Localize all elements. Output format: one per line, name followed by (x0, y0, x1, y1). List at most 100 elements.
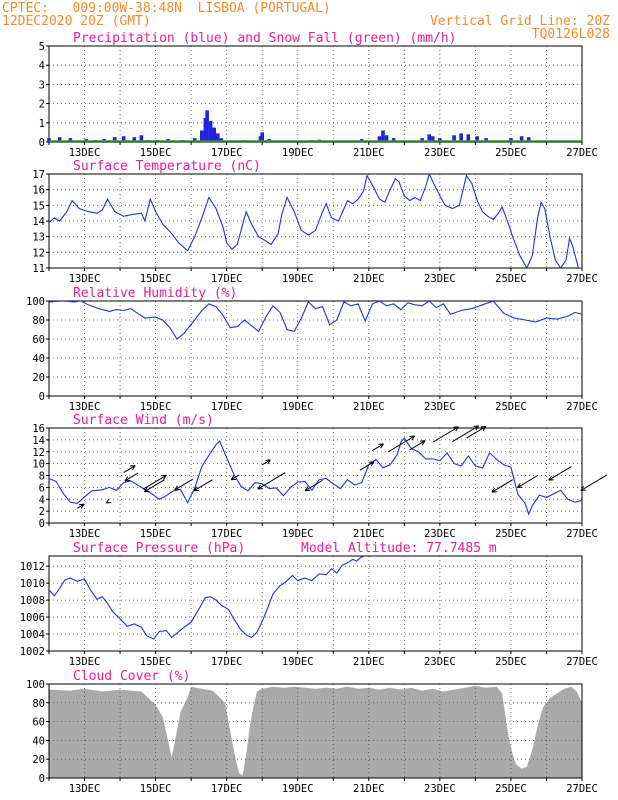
y-tick-label: 3 (39, 79, 45, 91)
x-tick-label: 23DEC (424, 528, 456, 540)
wind-series-line (49, 437, 582, 516)
precip-bar (47, 138, 51, 142)
wind-arrow (388, 435, 415, 453)
meteogram-panels: Precipitation (blue) and Snow Fall (gree… (20, 31, 608, 795)
precip-bar (452, 135, 456, 142)
x-tick-label: 17DEC (211, 783, 243, 795)
precip-bar (466, 134, 471, 142)
precip-bar (260, 132, 264, 142)
y-tick-label: 4 (39, 494, 45, 506)
y-tick-label: 0 (39, 773, 45, 785)
y-tick-label: 1008 (20, 595, 45, 607)
panel-subtitle-pressure: Model Altitude: 77.7485 m (301, 541, 497, 556)
wind-arrow-head (78, 503, 85, 509)
wind-arrow-head (368, 461, 375, 467)
precip-bar (192, 138, 197, 142)
panel-frame (48, 45, 583, 143)
x-tick-label: 17DEC (211, 401, 243, 413)
y-tick-label: 20 (32, 372, 45, 384)
precip-bar (57, 137, 62, 142)
panel-frame (48, 300, 583, 397)
x-tick-label: 23DEC (424, 273, 456, 285)
x-tick-label: 15DEC (140, 783, 172, 795)
x-tick-label: 23DEC (424, 401, 456, 413)
header-run-code: TQ0126L028 (532, 27, 610, 42)
rh-series-line (49, 301, 582, 340)
wind-arrow (372, 443, 384, 451)
y-tick-label: 4 (39, 60, 45, 72)
wind-arrow (230, 474, 240, 481)
precip-bar (509, 138, 513, 142)
x-tick-label: 13DEC (69, 147, 101, 159)
x-tick-label: 27DEC (566, 273, 598, 285)
x-tick-label: 19DEC (282, 528, 314, 540)
x-tick-label: 21DEC (353, 401, 385, 413)
x-tick-label: 27DEC (566, 401, 598, 413)
y-tick-label: 17 (32, 169, 45, 181)
y-tick-label: 15 (32, 200, 45, 212)
wind-arrow (193, 479, 213, 492)
x-tick-label: 25DEC (495, 147, 527, 159)
wind-arrow (466, 426, 487, 439)
panel-title-temp: Surface Temperature (nC) (73, 159, 261, 174)
wind-arrow (144, 479, 165, 493)
y-tick-label: 1002 (20, 646, 45, 658)
precip-bar (384, 135, 389, 142)
y-tick-label: 2 (39, 506, 45, 518)
wind-arrow-head (105, 498, 112, 504)
x-tick-label: 27DEC (566, 783, 598, 795)
wind-arrow-head (517, 483, 523, 489)
precip-bar (438, 138, 442, 142)
precip-bar (430, 136, 435, 142)
y-tick-label: 16 (32, 185, 45, 197)
y-tick-label: 8 (39, 471, 45, 483)
precip-bar (459, 133, 463, 142)
x-tick-label: 13DEC (69, 401, 101, 413)
x-tick-label: 15DEC (140, 273, 172, 285)
x-tick-label: 13DEC (69, 273, 101, 285)
y-tick-label: 5 (39, 41, 45, 53)
wind-arrow (409, 440, 426, 451)
precip-bar (68, 138, 73, 142)
panel-title-pressure: Surface Pressure (hPa) (73, 541, 245, 556)
x-tick-label: 21DEC (353, 147, 385, 159)
wind-arrow (580, 474, 608, 491)
panel-frame (48, 555, 583, 652)
precip-bar (205, 110, 209, 142)
wind-arrow-head (473, 425, 479, 431)
x-tick-label: 19DEC (282, 783, 314, 795)
wind-arrow-head (480, 426, 487, 431)
precip-bar (391, 138, 396, 142)
wind-arrow-head (143, 487, 150, 493)
wind-arrow-head (453, 426, 459, 432)
wind-arrow (359, 461, 375, 471)
precip-bar (208, 120, 213, 142)
header-datetime: 12DEC2020 20Z (GMT) (2, 14, 151, 29)
precip-bar (526, 137, 531, 142)
y-tick-label: 1012 (20, 561, 45, 573)
header-location: CPTEC: 009:00W-38:48N LISBOA (PORTUGAL) (2, 1, 331, 16)
y-tick-label: 60 (32, 334, 45, 346)
panel-precip: Precipitation (blue) and Snow Fall (gree… (39, 31, 598, 159)
x-tick-label: 17DEC (211, 656, 243, 668)
x-tick-label: 17DEC (211, 273, 243, 285)
y-tick-label: 14 (32, 216, 45, 228)
precip-bar (420, 138, 424, 142)
header-grid-line-note: Vertical Grid Line: 20Z (430, 14, 610, 29)
y-tick-label: 12 (32, 247, 45, 259)
y-tick-label: 40 (32, 735, 45, 747)
y-tick-label: 80 (32, 698, 45, 710)
wind-arrow (452, 425, 479, 443)
x-tick-label: 15DEC (140, 401, 172, 413)
x-tick-label: 19DEC (282, 147, 314, 159)
y-tick-label: 0 (39, 518, 45, 530)
wind-arrow (432, 426, 459, 443)
panel-rh: Relative Humidity (%) 0 20 40 60 80 100 13DEC 15… (26, 286, 598, 413)
precip-bar (219, 138, 224, 142)
x-tick-label: 23DEC (424, 783, 456, 795)
x-tick-label: 27DEC (566, 147, 598, 159)
pressure-series-line (49, 556, 366, 640)
y-tick-label: 1010 (20, 578, 45, 590)
x-tick-label: 21DEC (353, 656, 385, 668)
